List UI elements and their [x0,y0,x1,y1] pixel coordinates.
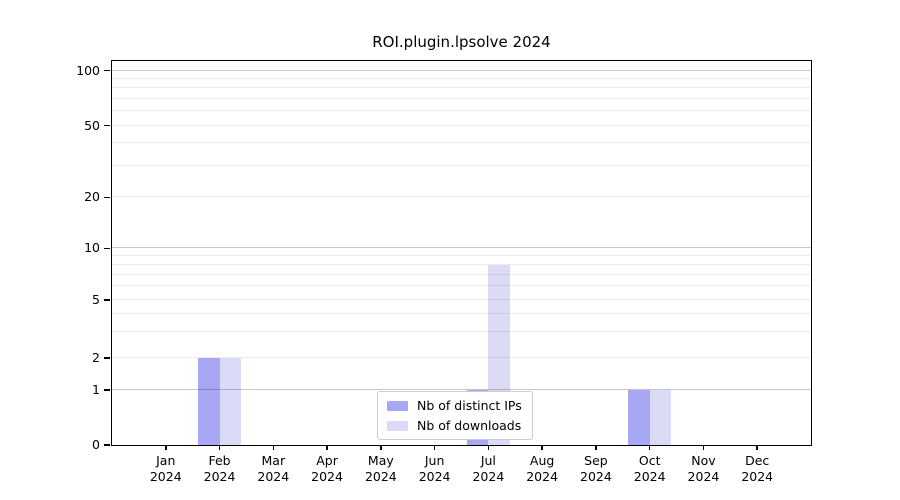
x-tick-label-jul: Jul 2024 [472,453,505,485]
y-tick-mark-100 [104,69,110,72]
x-tick-mark-jul [487,445,490,450]
gridline-7 [112,273,811,275]
gridline-3 [112,331,811,333]
chart-title: ROI.plugin.lpsolve 2024 [372,33,551,51]
gridline-100 [112,69,811,71]
legend-item-downloads: Nb of downloads [387,418,522,433]
gridline-2 [112,357,811,358]
plot-area: 0 1 2 5 10 20 50 100 Jan 2024 Feb 2024 Mar 2024 Apr… [76,60,812,485]
y-tick-label-5: 5 [92,292,100,307]
y-tick-mark-0 [104,444,110,446]
gridline-6 [112,285,811,287]
legend-swatch-distinct-ips-icon [387,400,408,411]
x-tick-label-jan: Jan 2024 [149,453,182,485]
x-tick-mark-mar [272,445,275,450]
y-tick-mark-20 [104,196,110,199]
x-tick-label-jun: Jun 2024 [418,453,451,485]
legend-label-distinct-ips: Nb of distinct IPs [417,398,522,413]
x-tick-label-nov: Nov 2024 [687,453,720,485]
bar-feb-distinct-ips [198,358,220,445]
x-tick-mark-feb [218,445,221,450]
gridline-40 [112,142,811,144]
x-tick-mark-nov [702,445,705,450]
x-tick-mark-may [380,445,382,450]
y-tick-label-2: 2 [92,349,100,365]
x-tick-mark-jan [165,445,167,450]
gridline-60 [112,110,811,112]
x-tick-label-sep: Sep 2024 [580,453,612,485]
grid-layer [112,61,811,445]
ticks-layer: 0 1 2 5 10 20 50 100 Jan 2024 Feb 2024 Mar 2024 Apr… [76,61,811,485]
y-tick-mark-2 [104,357,110,359]
y-tick-label-20: 20 [84,189,100,205]
x-tick-mark-aug [541,445,543,450]
gridline-9 [112,255,811,257]
x-tick-mark-apr [326,445,328,450]
bar-feb-downloads [219,358,242,445]
y-tick-label-10: 10 [84,240,100,256]
y-tick-label-1: 1 [92,382,100,397]
x-tick-label-feb: Feb 2024 [203,453,236,485]
gridline-4 [112,313,811,315]
x-tick-mark-dec [756,445,758,450]
gridline-30 [112,164,811,166]
y-tick-mark-5 [104,299,110,301]
gridline-8 [112,263,811,265]
bar-oct-downloads [649,390,672,445]
x-tick-label-mar: Mar 2024 [257,453,290,485]
x-tick-label-oct: Oct 2024 [633,453,666,485]
x-tick-label-dec: Dec 2024 [741,453,774,485]
x-tick-mark-sep [595,445,597,450]
y-tick-mark-1 [104,389,110,391]
gridline-80 [112,87,811,89]
gridline-50 [112,124,811,126]
x-tick-label-aug: Aug 2024 [526,453,559,485]
y-tick-label-50: 50 [84,117,100,133]
y-tick-label-100: 100 [76,62,100,78]
legend: Nb of distinct IPs Nb of downloads [377,391,533,440]
x-tick-mark-jun [433,445,436,450]
x-tick-label-apr: Apr 2024 [311,453,343,485]
gridline-10 [112,247,811,249]
gridline-5 [112,299,811,301]
gridline-70 [112,98,811,100]
gridline-20 [112,196,811,198]
gridline-1 [112,389,811,391]
y-tick-mark-10 [104,247,110,250]
x-tick-mark-oct [648,445,651,450]
legend-swatch-downloads-icon [387,420,408,431]
gridline-90 [112,78,811,80]
x-tick-label-may: May 2024 [364,453,397,485]
legend-item-distinct-ips: Nb of distinct IPs [387,398,522,413]
bar-oct-distinct-ips [628,390,650,445]
y-tick-mark-50 [104,124,110,127]
y-tick-label-0: 0 [92,437,100,452]
legend-label-downloads: Nb of downloads [417,418,522,433]
